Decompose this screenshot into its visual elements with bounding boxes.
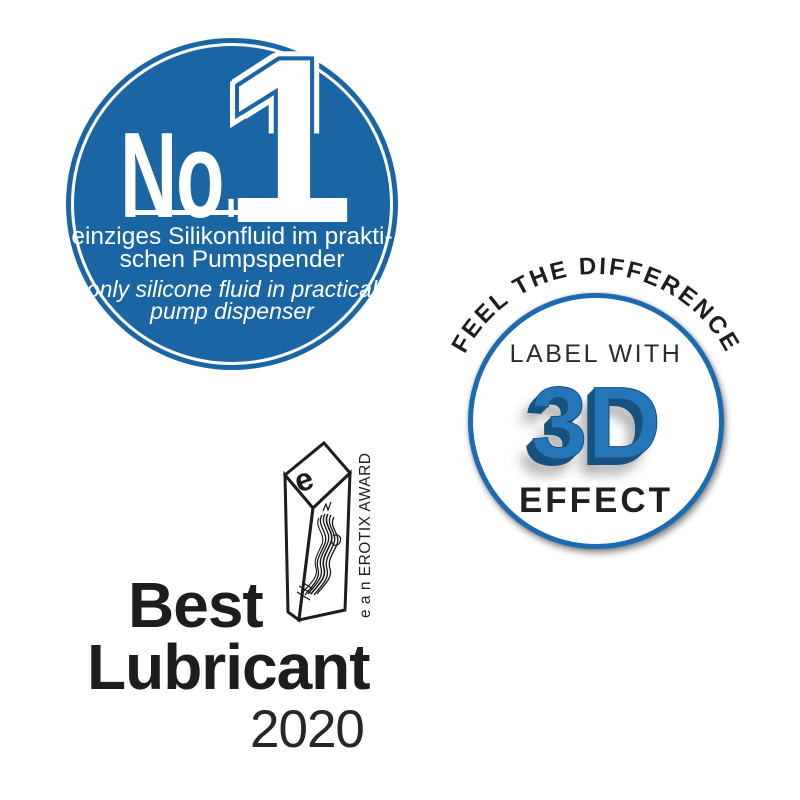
trophy-top-face <box>282 440 353 511</box>
award-year: 2020 <box>250 700 365 759</box>
effect-3d-badge: LABEL WITH 3D EFFECT <box>468 293 724 549</box>
svg-text:FEEL THE DIFFERENCE: FEEL THE DIFFERENCE <box>447 253 746 358</box>
feel-the-difference-text: FEEL THE DIFFERENCE <box>447 253 743 358</box>
no1-subtitle-de-line2: schen Pumpspender <box>119 246 345 273</box>
no1-digit-halo: 1 <box>214 14 363 133</box>
award-title-line1: Best <box>128 569 264 641</box>
no1-underline <box>128 210 338 215</box>
effect-text: EFFECT <box>518 481 674 520</box>
no1-rank-prefix: No. <box>120 107 245 243</box>
no1-digit: 1 <box>219 9 358 272</box>
trophy-torso-art <box>296 501 342 601</box>
no1-subtitle-de-line1: einziges Silikonfluid im prakti- <box>71 223 393 250</box>
trophy-illustration: e e a n EROTIX AWARD <box>282 440 374 623</box>
erotix-award-vertical-text: e a n EROTIX AWARD <box>357 453 374 618</box>
award-title-line2: Lubricant <box>87 631 371 703</box>
no1-subtitle-en-line2: pump dispenser <box>150 298 314 324</box>
label-with-text: LABEL WITH <box>509 340 683 368</box>
no1-badge: 1 No. 1 einziges Silikonfluid im prakti-… <box>66 14 398 370</box>
three-d-text: 3D <box>530 366 662 480</box>
curved-text-arc: FEEL THE DIFFERENCE <box>447 253 746 358</box>
no1-subtitle-en-line1: only silicone fluid in practical <box>86 276 378 302</box>
no1-badge-circle <box>66 38 398 370</box>
